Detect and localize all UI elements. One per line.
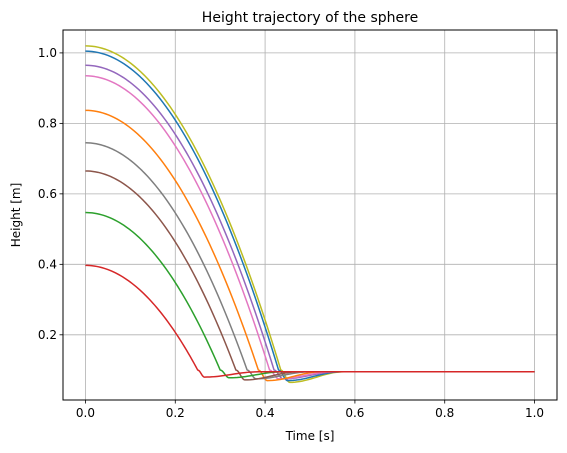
- series-line-6: [85, 142, 535, 380]
- y-axis-ticks: 0.2 0.4 0.6 0.8 1.0: [38, 46, 63, 342]
- series-line-8: [85, 211, 535, 379]
- series-line-2: [85, 50, 535, 382]
- y-tick-label: 0.2: [38, 328, 57, 342]
- chart-title: Height trajectory of the sphere: [202, 10, 418, 26]
- plot-frame: [62, 29, 558, 401]
- series-line-3: [85, 64, 535, 380]
- x-axis-ticks: 0.0 0.2 0.4 0.6 0.8 1.0: [76, 400, 544, 420]
- series-line-5: [85, 109, 535, 382]
- y-tick-label: 1.0: [38, 46, 57, 60]
- x-tick-label: 0.4: [256, 406, 275, 420]
- series-line-7: [85, 170, 535, 381]
- series-line-1: [85, 45, 535, 384]
- series-line-4: [85, 75, 535, 380]
- x-tick-label: 0.6: [345, 406, 364, 420]
- x-axis-label: Time [s]: [285, 429, 335, 443]
- grid-lines: [63, 30, 557, 400]
- y-axis-label: Height [m]: [9, 183, 23, 248]
- plot-area: [63, 30, 557, 400]
- x-tick-label: 0.0: [76, 406, 95, 420]
- y-tick-label: 0.6: [38, 187, 57, 201]
- x-tick-label: 0.8: [435, 406, 454, 420]
- x-tick-label: 0.2: [166, 406, 185, 420]
- series-line-9: [85, 264, 535, 378]
- y-tick-label: 0.4: [38, 257, 57, 271]
- x-tick-label: 1.0: [525, 406, 544, 420]
- y-tick-label: 0.8: [38, 116, 57, 130]
- series-lines: [85, 45, 535, 384]
